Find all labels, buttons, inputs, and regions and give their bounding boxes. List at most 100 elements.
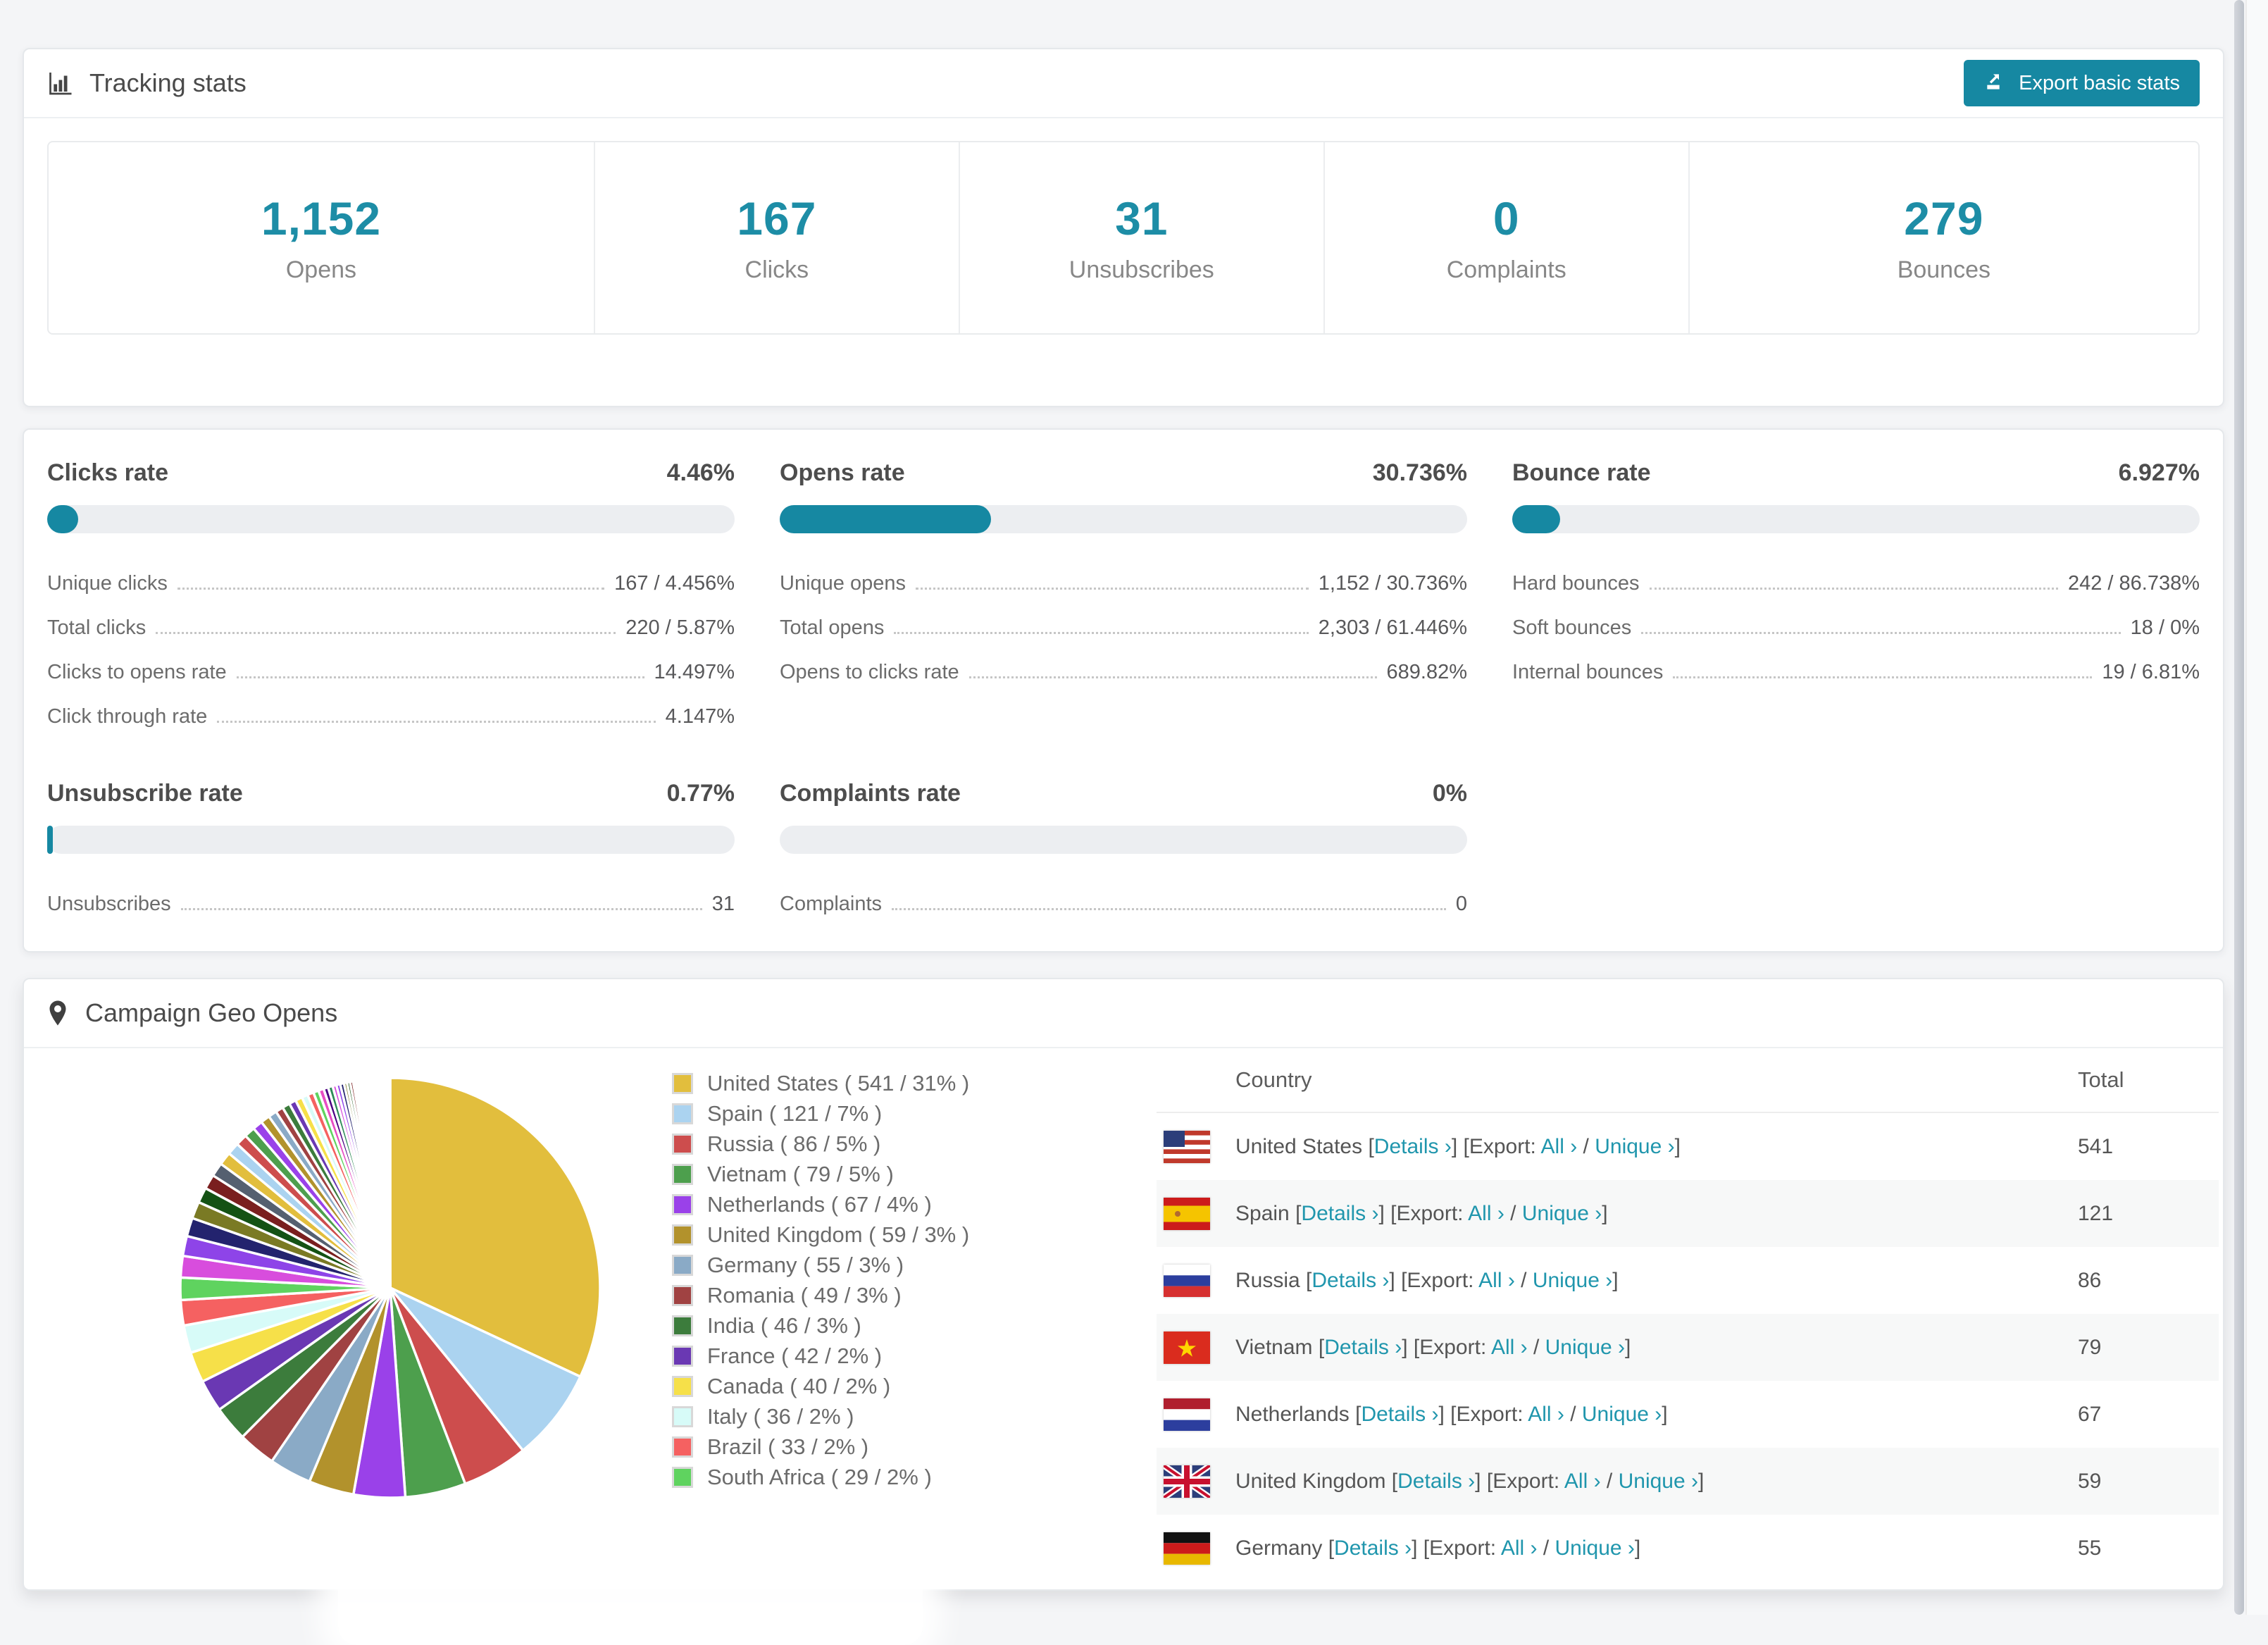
es-flag-icon xyxy=(1164,1197,1210,1230)
export-all-link[interactable]: All › xyxy=(1490,1335,1528,1359)
stat-cell: 31 Unsubscribes xyxy=(958,142,1323,333)
export-unique-link[interactable]: Unique › xyxy=(1618,1469,1698,1493)
rate-row-label: Unsubscribes xyxy=(47,893,171,915)
rate-row-value: 242 / 86.738% xyxy=(2067,572,2200,595)
rate-progress-fill xyxy=(47,505,78,533)
total-cell: 541 xyxy=(2078,1134,2114,1158)
table-row: Vietnam [Details ›] [Export: All › / Uni… xyxy=(1157,1314,2219,1381)
stats-strip: 1,152 Opens 167 Clicks 31 Unsubscribes 0 Compla… xyxy=(47,141,2200,335)
legend-item: Brazil ( 33 / 2% ) xyxy=(672,1432,969,1462)
country-name: Germany xyxy=(1235,1536,1323,1560)
bar-chart-icon xyxy=(47,70,73,96)
dotted-leader xyxy=(1641,632,2121,634)
rate-progress-fill xyxy=(47,826,53,854)
rate-progress-fill xyxy=(1512,505,1560,533)
gb-flag-icon xyxy=(1164,1465,1210,1498)
rate-header: Clicks rate 4.46% xyxy=(47,459,735,487)
rate-title: Clicks rate xyxy=(47,459,168,486)
country-name: Vietnam xyxy=(1235,1335,1313,1359)
export-all-link[interactable]: All › xyxy=(1540,1134,1578,1158)
total-cell: 55 xyxy=(2078,1536,2102,1560)
stat-value: 167 xyxy=(737,192,817,244)
dotted-leader xyxy=(236,676,644,678)
total-cell: 67 xyxy=(2078,1402,2102,1426)
export-all-link[interactable]: All › xyxy=(1564,1469,1601,1493)
legend-label: Russia ( 86 / 5% ) xyxy=(707,1131,881,1156)
export-unique-link[interactable]: Unique › xyxy=(1521,1201,1602,1225)
legend-item: Romania ( 49 / 3% ) xyxy=(672,1280,969,1310)
rate-row-label: Soft bounces xyxy=(1512,616,1632,639)
legend-item: United Kingdom ( 59 / 3% ) xyxy=(672,1219,969,1250)
geo-pie-chart xyxy=(168,1066,612,1513)
rate-row: Clicks to opens rate 14.497% xyxy=(47,650,735,695)
rates-grid: Clicks rate 4.46% Unique clicks 167 / 4.456… xyxy=(24,430,2223,926)
legend-swatch xyxy=(672,1315,693,1336)
section-title: Campaign Geo Opens xyxy=(85,998,338,1027)
details-link[interactable]: Details › xyxy=(1397,1469,1476,1493)
details-link[interactable]: Details › xyxy=(1311,1268,1390,1292)
rate-title: Unsubscribe rate xyxy=(47,780,243,807)
export-all-link[interactable]: All › xyxy=(1500,1536,1538,1560)
export-unique-link[interactable]: Unique › xyxy=(1581,1402,1662,1426)
legend-label: France ( 42 / 2% ) xyxy=(707,1343,883,1368)
legend-swatch xyxy=(672,1224,693,1246)
details-link[interactable]: Details › xyxy=(1373,1134,1452,1158)
legend-item: India ( 46 / 3% ) xyxy=(672,1310,969,1341)
scrollbar-thumb[interactable] xyxy=(2234,0,2244,1615)
country-cell: Vietnam [Details ›] [Export: All › / Uni… xyxy=(1235,1335,1631,1359)
dotted-leader xyxy=(156,632,616,634)
export-unique-link[interactable]: Unique › xyxy=(1595,1134,1675,1158)
details-link[interactable]: Details › xyxy=(1334,1536,1412,1560)
details-link[interactable]: Details › xyxy=(1301,1201,1379,1225)
rate-row: Unsubscribes 31 xyxy=(47,882,735,926)
rate-rows: Unique opens 1,152 / 30.736% Total opens 2,… xyxy=(780,561,1467,695)
details-link[interactable]: Details › xyxy=(1361,1402,1439,1426)
rate-row: Internal bounces 19 / 6.81% xyxy=(1512,650,2200,695)
legend-swatch xyxy=(672,1133,693,1155)
rate-progress-track xyxy=(1512,505,2200,533)
dotted-leader xyxy=(915,588,1309,590)
stat-label: Opens xyxy=(285,256,357,283)
dotted-leader xyxy=(1649,588,2058,590)
export-all-link[interactable]: All › xyxy=(1528,1402,1564,1426)
details-link[interactable]: Details › xyxy=(1324,1335,1402,1359)
export-all-link[interactable]: All › xyxy=(1468,1201,1504,1225)
legend-label: Canada ( 40 / 2% ) xyxy=(707,1373,891,1398)
geo-opens-title: Campaign Geo Opens xyxy=(47,998,337,1028)
table-row: Spain [Details ›] [Export: All › / Uniqu… xyxy=(1157,1180,2219,1247)
country-cell: United Kingdom [Details ›] [Export: All … xyxy=(1235,1469,1705,1493)
rate-row-value: 31 xyxy=(711,893,735,915)
geo-table: Country Total United States [Details ›] [E… xyxy=(1157,1048,2219,1582)
legend-swatch xyxy=(672,1254,693,1276)
rate-row-label: Internal bounces xyxy=(1512,661,1664,683)
column-header-total: Total xyxy=(2078,1067,2124,1092)
export-all-link[interactable]: All › xyxy=(1478,1268,1515,1292)
export-unique-link[interactable]: Unique › xyxy=(1545,1335,1626,1359)
stat-label: Complaints xyxy=(1446,256,1566,283)
rate-row-value: 19 / 6.81% xyxy=(2102,661,2200,683)
table-row: United Kingdom [Details ›] [Export: All … xyxy=(1157,1448,2219,1515)
legend-item: Canada ( 40 / 2% ) xyxy=(672,1371,969,1401)
pie-slice-spain xyxy=(389,1286,582,1452)
geo-content: United States ( 541 / 31% ) Spain ( 121 /… xyxy=(24,1048,2223,1567)
legend-item: South Africa ( 29 / 2% ) xyxy=(672,1462,969,1492)
stat-value: 31 xyxy=(1115,192,1169,244)
rates-card: Clicks rate 4.46% Unique clicks 167 / 4.456… xyxy=(23,428,2224,952)
rate-value: 0.77% xyxy=(666,780,735,807)
legend-item: Italy ( 36 / 2% ) xyxy=(672,1401,969,1432)
rate-progress-track xyxy=(780,505,1467,533)
rate-row-value: 4.147% xyxy=(665,705,735,728)
rate-row-value: 167 / 4.456% xyxy=(614,572,735,595)
export-unique-link[interactable]: Unique › xyxy=(1532,1268,1613,1292)
rate-row-label: Clicks to opens rate xyxy=(47,661,227,683)
export-icon xyxy=(1983,69,2006,97)
dotted-leader xyxy=(217,721,656,723)
country-name: Spain xyxy=(1235,1201,1290,1225)
rate-progress-track xyxy=(47,505,735,533)
export-basic-stats-button[interactable]: Export basic stats xyxy=(1964,60,2200,106)
total-cell: 59 xyxy=(2078,1469,2102,1493)
rate-header: Complaints rate 0% xyxy=(780,780,1467,807)
rate-row: Click through rate 4.147% xyxy=(47,695,735,739)
export-unique-link[interactable]: Unique › xyxy=(1554,1536,1635,1560)
total-cell: 86 xyxy=(2078,1268,2102,1292)
